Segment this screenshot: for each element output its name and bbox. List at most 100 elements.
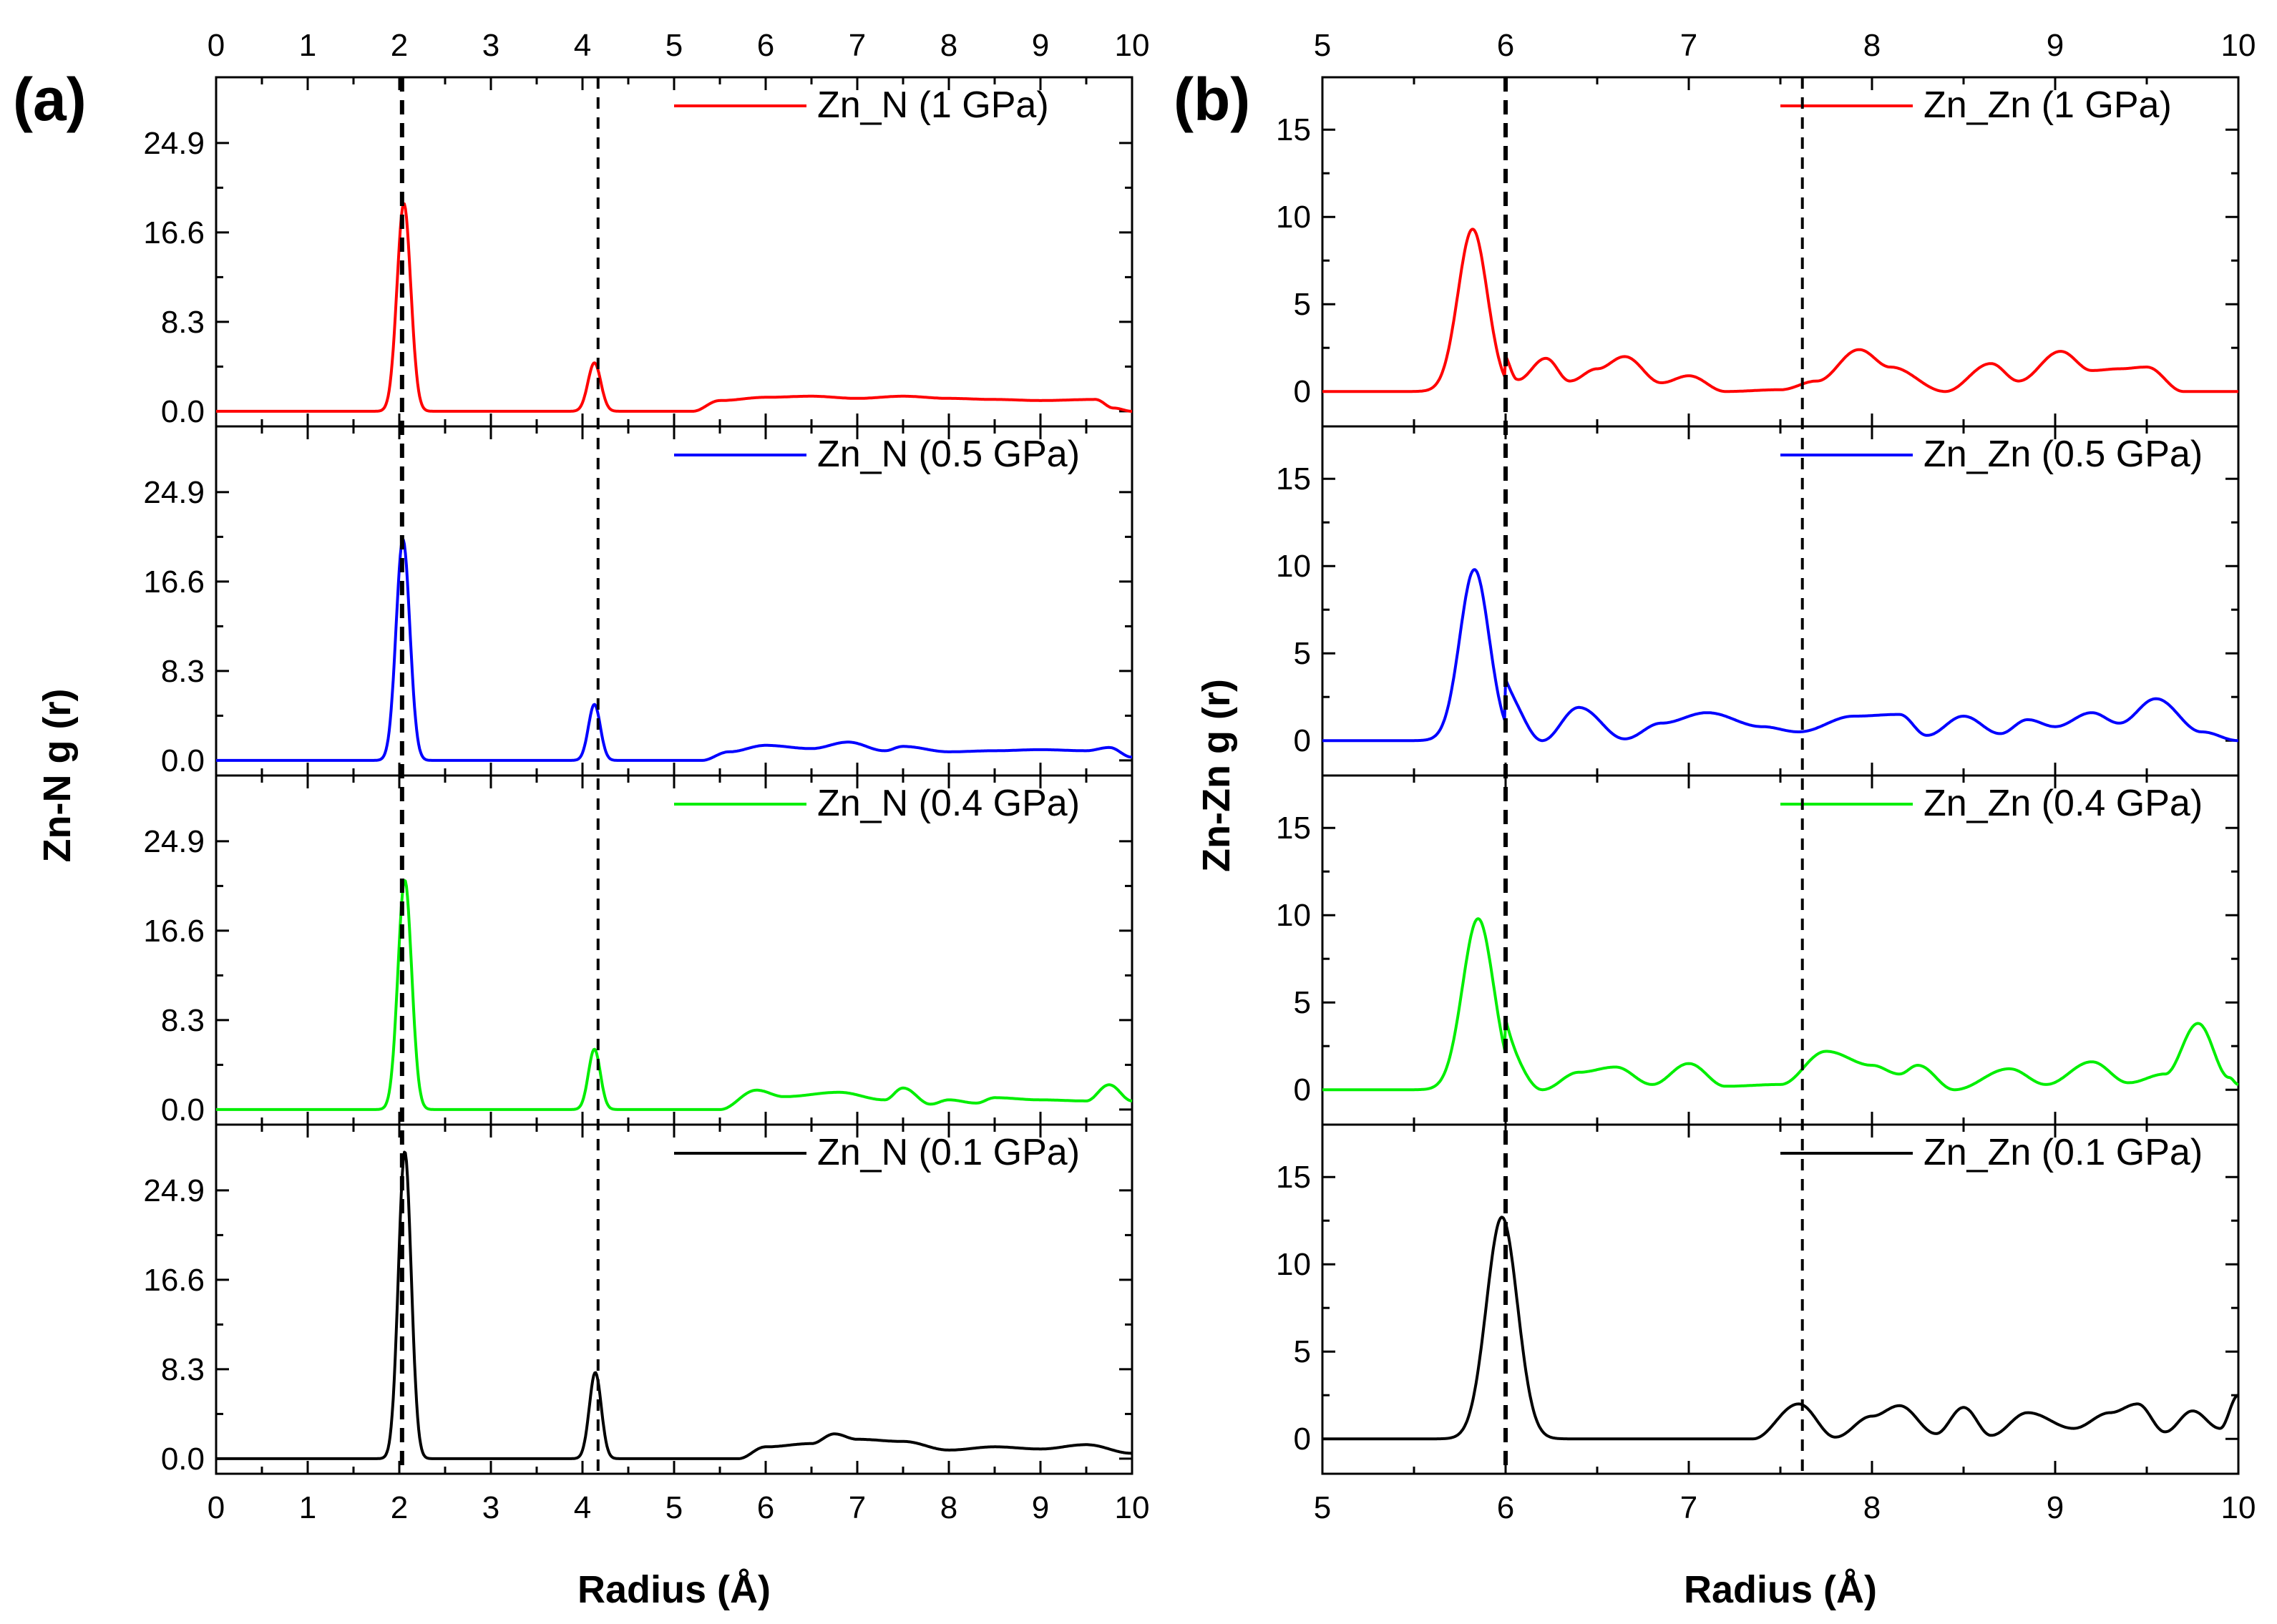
x-tick-label: 0: [208, 1490, 225, 1525]
y-tick-label: 10: [1276, 1247, 1311, 1282]
y-tick-label: 5: [1294, 636, 1311, 671]
series-line: [1322, 1215, 2239, 1441]
series-line: [1322, 568, 2239, 743]
legend-label: Zn_N (0.4 GPa): [817, 783, 1080, 824]
x-tick-label: 6: [1497, 1490, 1514, 1525]
y-tick-label: 0.0: [161, 1442, 205, 1477]
subplot-frame: [215, 76, 1133, 428]
x-tick-label: 7: [849, 1490, 866, 1525]
x-tick-label: 9: [1032, 1490, 1049, 1525]
subplot-4: 0.0 8.3 16.6 24.9 Zn_N (0.1 GPa): [143, 1123, 1133, 1477]
legend-label: Zn_Zn (0.1 GPa): [1923, 1132, 2203, 1173]
y-tick-label: 8.3: [161, 1003, 205, 1038]
x-tick-label: 4: [574, 1490, 591, 1525]
x-tick-label-top: 1: [299, 28, 316, 63]
panel-label: (a): [13, 66, 87, 133]
y-tick-label: 10: [1276, 898, 1311, 933]
y-tick-label: 15: [1276, 112, 1311, 147]
subplot-3: 0.0 8.3 16.6 24.9 Zn_N (0.4 GPa): [143, 774, 1133, 1127]
subplot-2: 0.0 8.3 16.6 24.9 Zn_N (0.5 GPa): [143, 425, 1133, 778]
x-tick-label-top: 6: [757, 28, 774, 63]
x-tick-label-top: 10: [2221, 28, 2256, 63]
y-tick-label: 5: [1294, 287, 1311, 322]
x-tick-label: 3: [482, 1490, 499, 1525]
y-tick-label: 5: [1294, 985, 1311, 1020]
x-tick-label: 10: [2221, 1490, 2256, 1525]
y-tick-label: 16.6: [143, 1263, 205, 1298]
y-tick-label: 0.0: [161, 743, 205, 778]
x-tick-label-top: 10: [1115, 28, 1150, 63]
x-tick-label-top: 4: [574, 28, 591, 63]
x-tick-label-top: 7: [849, 28, 866, 63]
subplot-frame: [215, 425, 1133, 777]
y-tick-label: 15: [1276, 461, 1311, 497]
subplot-frame: [215, 1123, 1133, 1475]
subplot-4: 0 5 10 15 Zn_Zn (0.1 GPa): [1276, 1123, 2240, 1475]
y-tick-label: 10: [1276, 549, 1311, 584]
x-tick-label: 1: [299, 1490, 316, 1525]
x-tick-label-top: 8: [1863, 28, 1881, 63]
x-tick-label-top: 9: [1032, 28, 1049, 63]
subplot-frame: [1321, 1123, 2240, 1475]
x-tick-label: 5: [665, 1490, 683, 1525]
legend-label: Zn_N (0.5 GPa): [817, 434, 1080, 475]
x-tick-label: 10: [1115, 1490, 1150, 1525]
y-tick-label: 16.6: [143, 564, 205, 600]
panel-label: (b): [1174, 66, 1250, 133]
y-tick-label: 24.9: [143, 1173, 205, 1208]
series-line: [215, 879, 1133, 1111]
y-tick-label: 0: [1294, 1422, 1311, 1457]
y-tick-label: 16.6: [143, 215, 205, 250]
x-tick-label: 5: [1314, 1490, 1331, 1525]
x-tick-label-top: 8: [940, 28, 957, 63]
y-tick-label: 16.6: [143, 914, 205, 949]
series-line: [1322, 917, 2239, 1092]
panel-a: 0.0 8.3 16.6 24.9 Zn_N (1 GPa) 0.0 8.3 16.6 24.9…: [13, 28, 1149, 1611]
y-tick-label: 15: [1276, 1160, 1311, 1195]
series-line: [1322, 228, 2239, 393]
subplot-3: 0 5 10 15 Zn_Zn (0.4 GPa): [1276, 774, 2240, 1126]
y-tick-label: 8.3: [161, 1352, 205, 1387]
x-tick-label-top: 0: [208, 28, 225, 63]
x-tick-label: 6: [757, 1490, 774, 1525]
subplot-frame: [1321, 76, 2240, 428]
y-tick-label: 24.9: [143, 126, 205, 161]
y-tick-label: 0: [1294, 374, 1311, 409]
legend-label: Zn_N (1 GPa): [817, 84, 1049, 126]
subplot-1: 0.0 8.3 16.6 24.9 Zn_N (1 GPa): [143, 76, 1133, 429]
legend-label: Zn_Zn (0.5 GPa): [1923, 434, 2203, 475]
subplot-1: 0 5 10 15 Zn_Zn (1 GPa): [1276, 76, 2240, 428]
x-tick-label: 7: [1680, 1490, 1697, 1525]
y-axis-label: Zn-Zn g (r): [1195, 679, 1238, 872]
series-line: [215, 538, 1133, 762]
legend-label: Zn_Zn (0.4 GPa): [1923, 783, 2203, 824]
x-tick-label-top: 5: [665, 28, 683, 63]
x-tick-label-top: 5: [1314, 28, 1331, 63]
x-axis-label: Radius (Å): [1684, 1568, 1877, 1611]
y-tick-label: 24.9: [143, 475, 205, 510]
x-tick-label: 9: [2047, 1490, 2064, 1525]
series-line: [215, 202, 1133, 413]
y-tick-label: 0.0: [161, 394, 205, 429]
subplot-2: 0 5 10 15 Zn_Zn (0.5 GPa): [1276, 425, 2240, 777]
subplot-frame: [1321, 774, 2240, 1126]
x-tick-label-top: 6: [1497, 28, 1514, 63]
legend-label: Zn_N (0.1 GPa): [817, 1132, 1080, 1173]
x-axis-label: Radius (Å): [577, 1568, 771, 1611]
y-tick-label: 8.3: [161, 654, 205, 689]
y-tick-label: 5: [1294, 1334, 1311, 1369]
x-tick-label: 2: [391, 1490, 408, 1525]
y-tick-label: 0.0: [161, 1092, 205, 1127]
subplot-frame: [215, 774, 1133, 1126]
x-tick-label-top: 3: [482, 28, 499, 63]
x-tick-label-top: 9: [2047, 28, 2064, 63]
y-tick-label: 24.9: [143, 824, 205, 859]
legend-label: Zn_Zn (1 GPa): [1923, 84, 2172, 126]
series-line: [215, 1150, 1133, 1460]
subplot-frame: [1321, 425, 2240, 777]
y-tick-label: 8.3: [161, 305, 205, 340]
x-tick-label-top: 7: [1680, 28, 1697, 63]
y-tick-label: 10: [1276, 200, 1311, 235]
